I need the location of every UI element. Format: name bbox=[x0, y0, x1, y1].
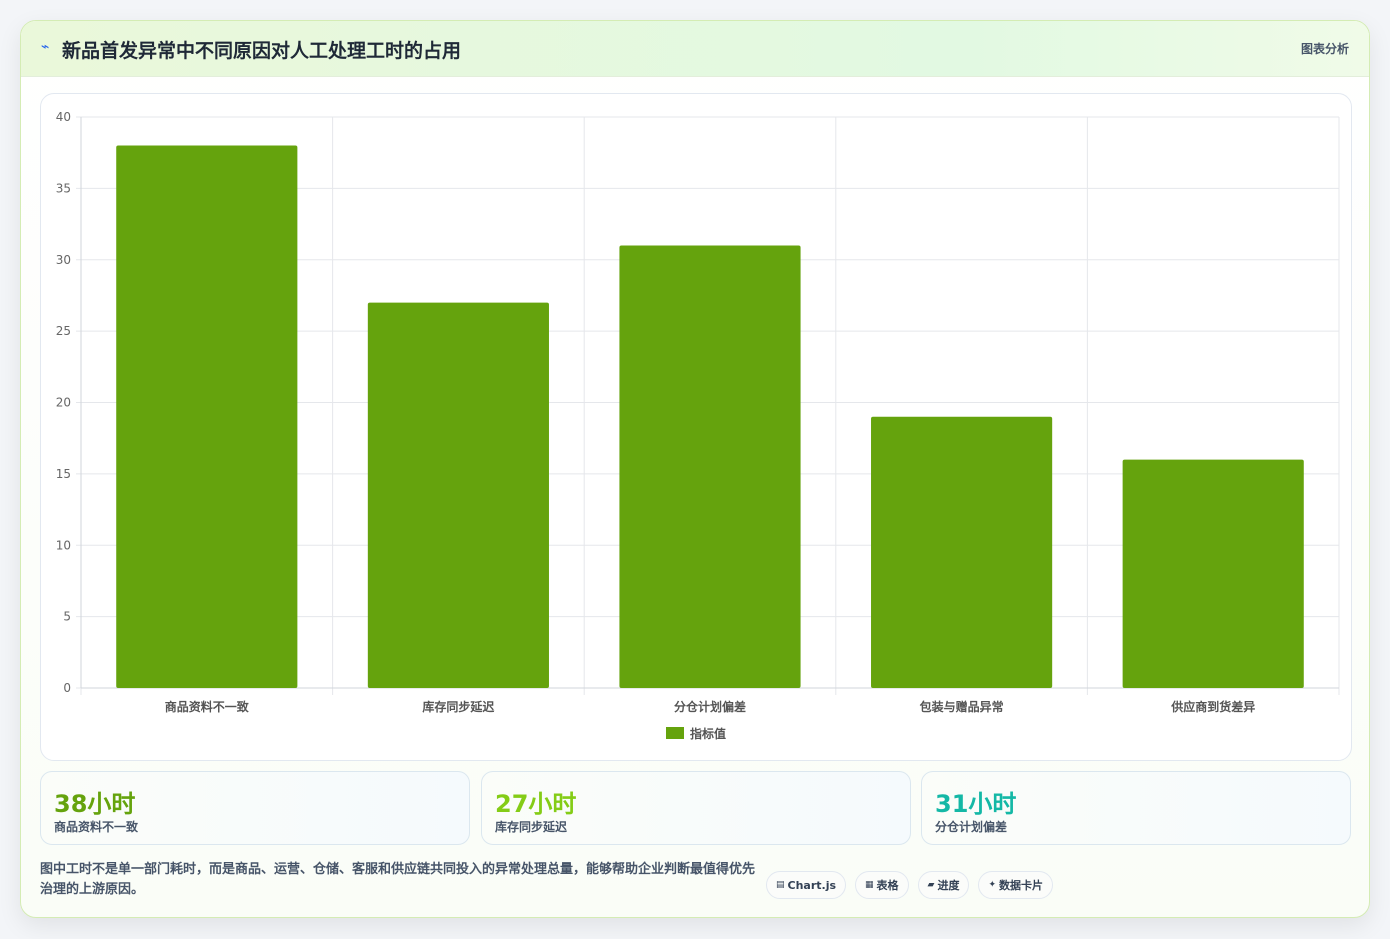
stat-value: 27小时 bbox=[495, 790, 577, 818]
y-tick-label: 20 bbox=[56, 396, 71, 410]
x-tick-label: 库存同步延迟 bbox=[422, 699, 494, 714]
stat-label: 分仓计划偏差 bbox=[935, 820, 1008, 834]
x-tick-label: 包装与赠品异常 bbox=[919, 699, 1004, 714]
chart-panel: 0 5 10 15 20 25 30 35 40 商品资料不一致 库存同步延迟 分仓计划偏差 包装与赠品… bbox=[40, 93, 1352, 761]
chart-icon: ▤ bbox=[776, 880, 785, 890]
bar bbox=[1122, 459, 1304, 688]
stat-card-1: 38小时 商品资料不一致 bbox=[40, 771, 470, 845]
bar bbox=[619, 245, 801, 688]
bar bbox=[871, 416, 1053, 688]
y-tick-label: 10 bbox=[56, 538, 71, 552]
chip-data-card[interactable]: ✦ 数据卡片 bbox=[978, 871, 1054, 899]
x-tick-label: 供应商到货差异 bbox=[1170, 699, 1255, 714]
trend-icon: ⌁ bbox=[41, 39, 50, 55]
stat-value: 31小时 bbox=[935, 790, 1017, 818]
header-tag: 图表分析 bbox=[1300, 42, 1349, 56]
y-tick-label: 5 bbox=[63, 610, 71, 624]
y-tick-label: 25 bbox=[56, 324, 71, 338]
stat-label: 商品资料不一致 bbox=[54, 820, 139, 834]
stat-label: 库存同步延迟 bbox=[495, 820, 568, 834]
legend-label: 指标值 bbox=[690, 726, 726, 741]
progress-icon: ▰ bbox=[927, 880, 935, 890]
bar bbox=[116, 145, 298, 689]
card-icon: ✦ bbox=[988, 880, 997, 890]
chip-label: 进度 bbox=[937, 879, 960, 892]
chart-note: 图中工时不是单一部门耗时，而是商品、运营、仓储、客服和供应链共同投入的异常处理总… bbox=[40, 862, 756, 897]
table-icon: ▦ bbox=[865, 880, 874, 890]
legend-swatch bbox=[666, 727, 684, 739]
chip-table[interactable]: ▦ 表格 bbox=[855, 871, 909, 899]
y-tick-label: 35 bbox=[56, 181, 71, 195]
y-tick-label: 15 bbox=[56, 467, 71, 481]
chip-list: ▤ Chart.js ▦ 表格 ▰ 进度 ✦ 数据卡片 bbox=[766, 871, 1054, 899]
card-header: ⌁ 新品首发异常中不同原因对人工处理工时的占用 图表分析 bbox=[21, 21, 1369, 77]
y-tick-label: 40 bbox=[56, 110, 71, 124]
chart-card: ⌁ 新品首发异常中不同原因对人工处理工时的占用 图表分析 0 5 10 15 20 25 3… bbox=[20, 20, 1370, 918]
chip-chartjs[interactable]: ▤ Chart.js bbox=[766, 871, 847, 899]
y-tick-label: 0 bbox=[63, 681, 71, 695]
stat-card-3: 31小时 分仓计划偏差 bbox=[921, 771, 1351, 845]
y-tick-label: 30 bbox=[56, 253, 71, 267]
stat-card-2: 27小时 库存同步延迟 bbox=[481, 771, 911, 845]
chip-label: 数据卡片 bbox=[999, 879, 1044, 892]
x-tick-label: 分仓计划偏差 bbox=[674, 699, 746, 714]
chip-label: Chart.js bbox=[787, 878, 837, 892]
bar-chart: 0 5 10 15 20 25 30 35 40 商品资料不一致 库存同步延迟 分仓计划偏差 包装与赠品… bbox=[56, 110, 1340, 741]
x-tick-label: 商品资料不一致 bbox=[165, 699, 250, 714]
stat-value: 38小时 bbox=[54, 790, 136, 818]
chip-label: 表格 bbox=[876, 879, 899, 892]
page-title: 新品首发异常中不同原因对人工处理工时的占用 bbox=[62, 40, 462, 62]
chip-progress[interactable]: ▰ 进度 bbox=[917, 871, 970, 899]
bar bbox=[367, 302, 549, 688]
